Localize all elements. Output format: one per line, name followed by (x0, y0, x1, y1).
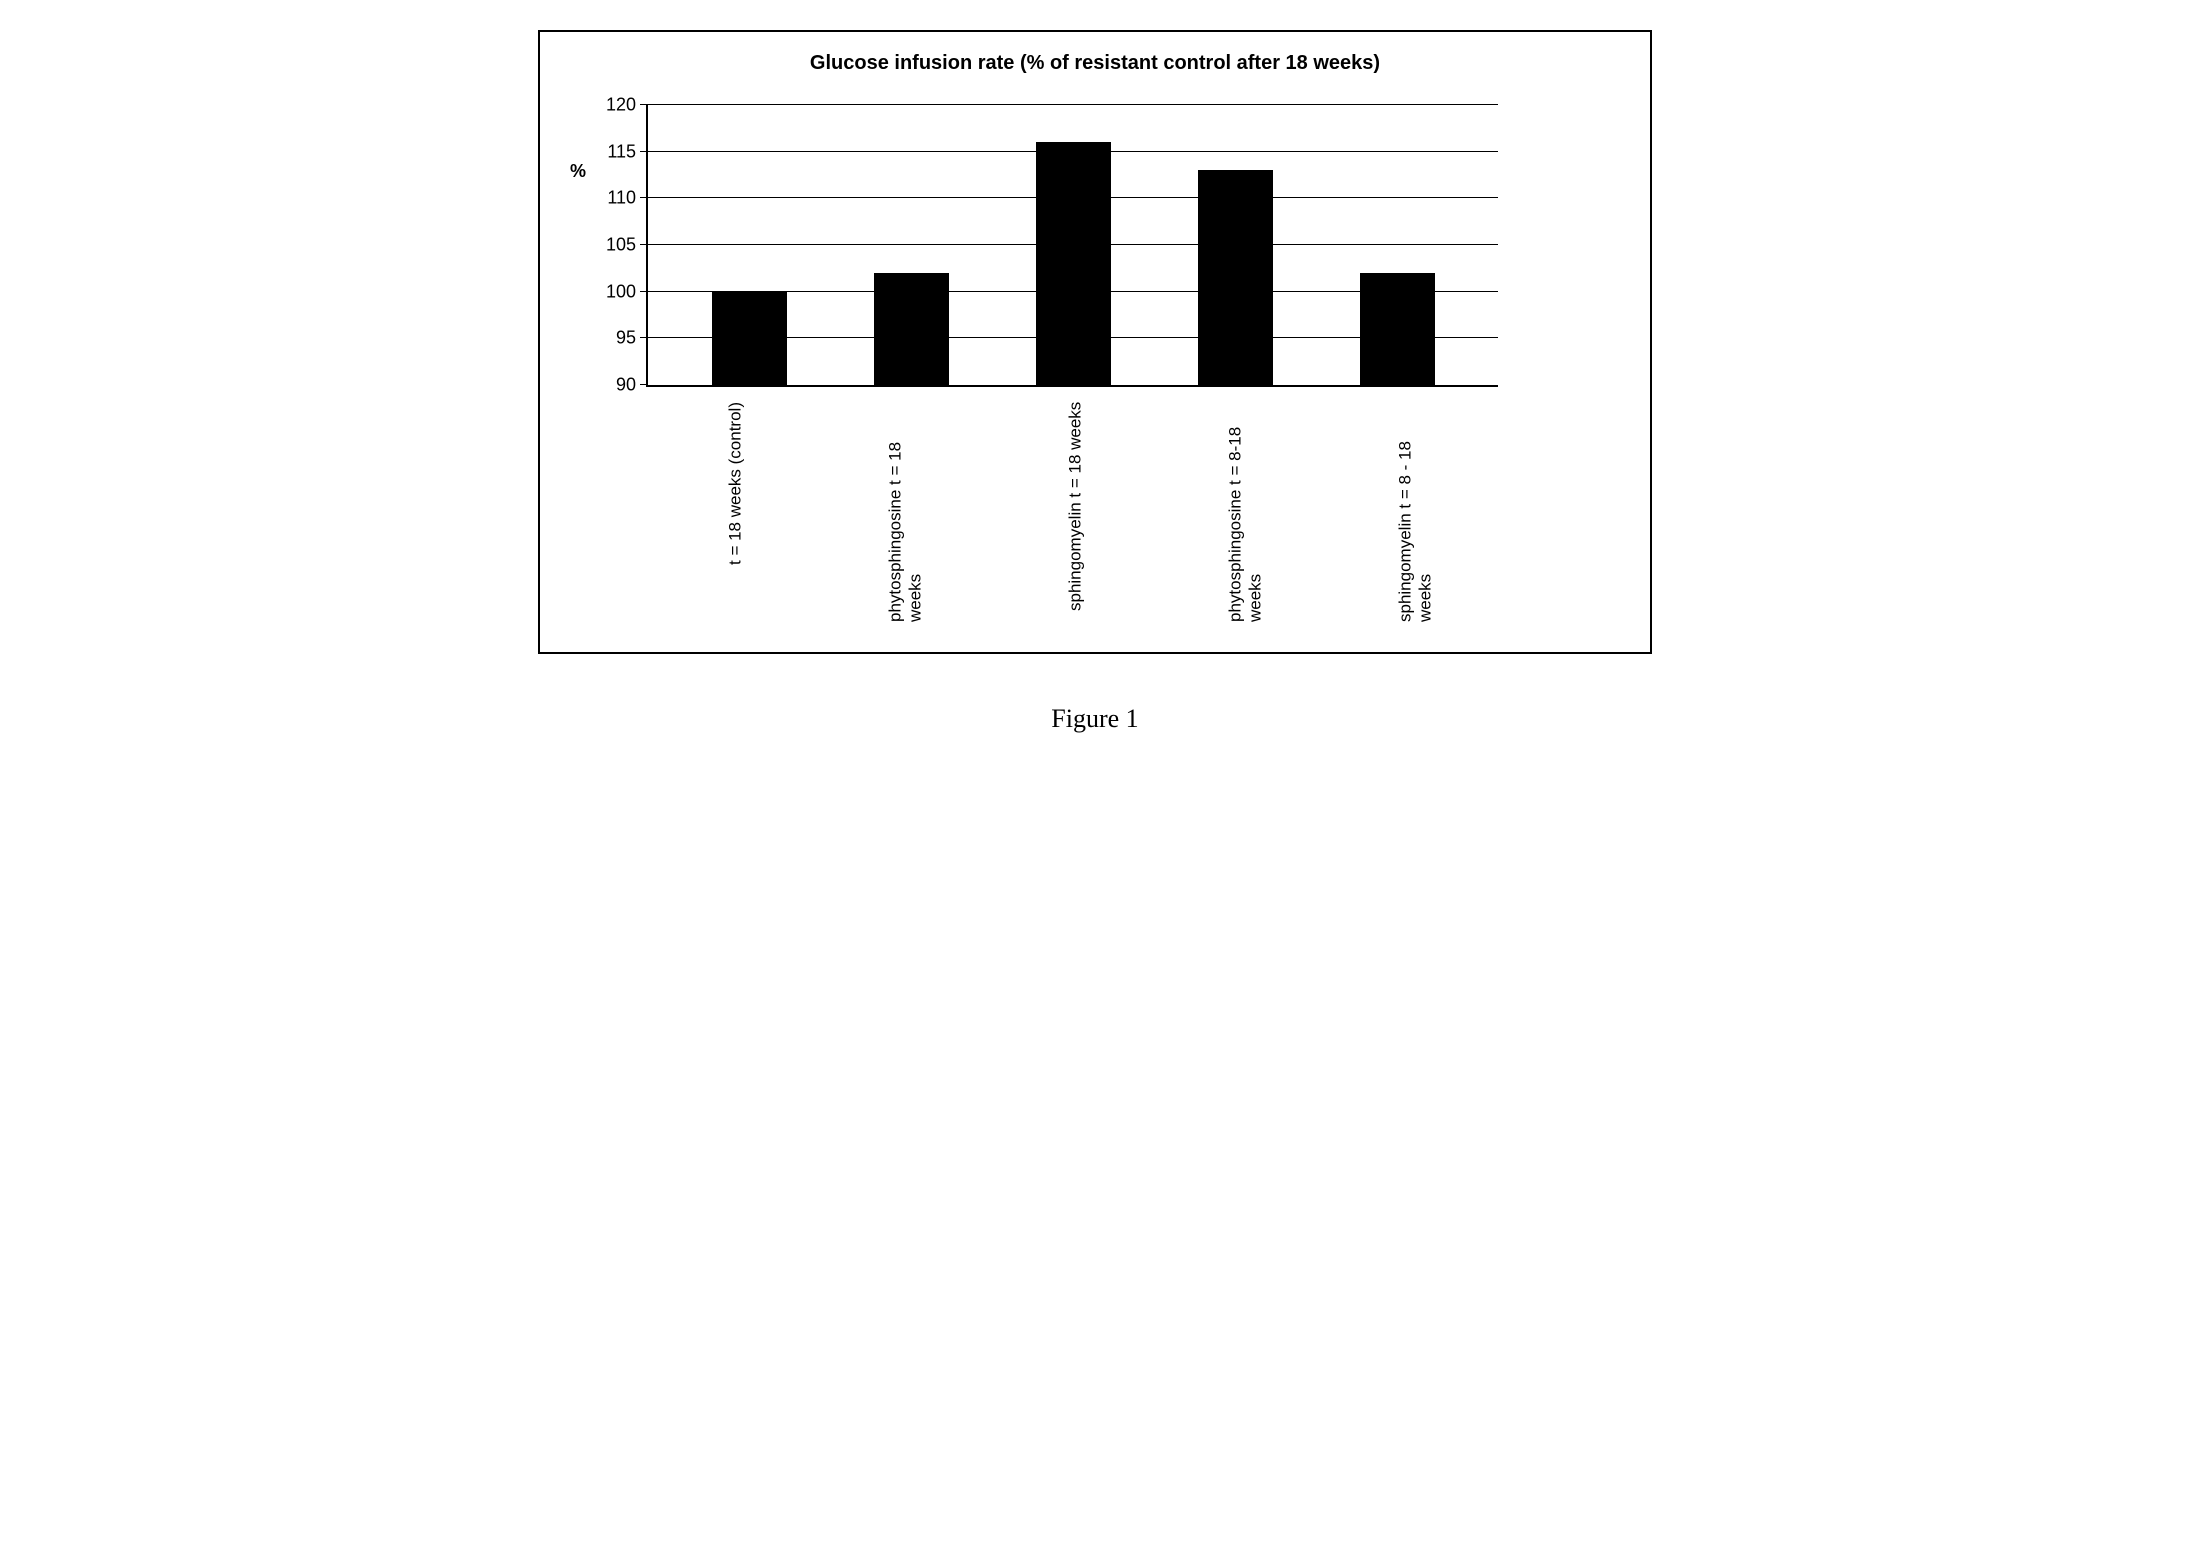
x-tick-label: sphingomyelin t = 18 weeks (1038, 402, 1113, 622)
bar (712, 292, 787, 385)
x-axis-labels: t = 18 weeks (control) phytosphingosine t… (630, 402, 1520, 622)
y-tick-label: 100 (606, 281, 636, 302)
bars-group (648, 105, 1498, 385)
y-tick-label: 110 (607, 188, 636, 209)
bar (1360, 273, 1435, 385)
y-tick-label: 105 (606, 235, 636, 256)
bar (1036, 142, 1111, 385)
y-axis-label: % (570, 161, 586, 182)
y-tick-mark (640, 244, 648, 245)
y-tick-label: 90 (616, 375, 636, 396)
figure-label: Figure 1 (30, 704, 2160, 734)
chart-area: % 9095100105110115120 (570, 105, 1620, 387)
chart-title: Glucose infusion rate (% of resistant co… (570, 52, 1620, 75)
y-tick-mark (640, 197, 648, 198)
y-tick-mark (640, 384, 648, 385)
x-tick-label: sphingomyelin t = 8 - 18 weeks (1378, 402, 1453, 622)
x-tick-label: phytosphingosine t = 8-18 weeks (1208, 402, 1283, 622)
y-tick-mark (640, 291, 648, 292)
x-tick-label: t = 18 weeks (control) (698, 402, 773, 622)
y-axis-ticks: 9095100105110115120 (596, 105, 646, 385)
y-tick-mark (640, 104, 648, 105)
plot-area (646, 105, 1498, 387)
chart-container: Glucose infusion rate (% of resistant co… (538, 30, 1652, 654)
y-tick-mark (640, 337, 648, 338)
bar (874, 273, 949, 385)
y-tick-label: 95 (616, 328, 636, 349)
bar (1198, 170, 1273, 385)
y-tick-label: 115 (607, 141, 636, 162)
y-tick-mark (640, 151, 648, 152)
y-tick-label: 120 (606, 95, 636, 116)
x-tick-label: phytosphingosine t = 18 weeks (868, 402, 943, 622)
